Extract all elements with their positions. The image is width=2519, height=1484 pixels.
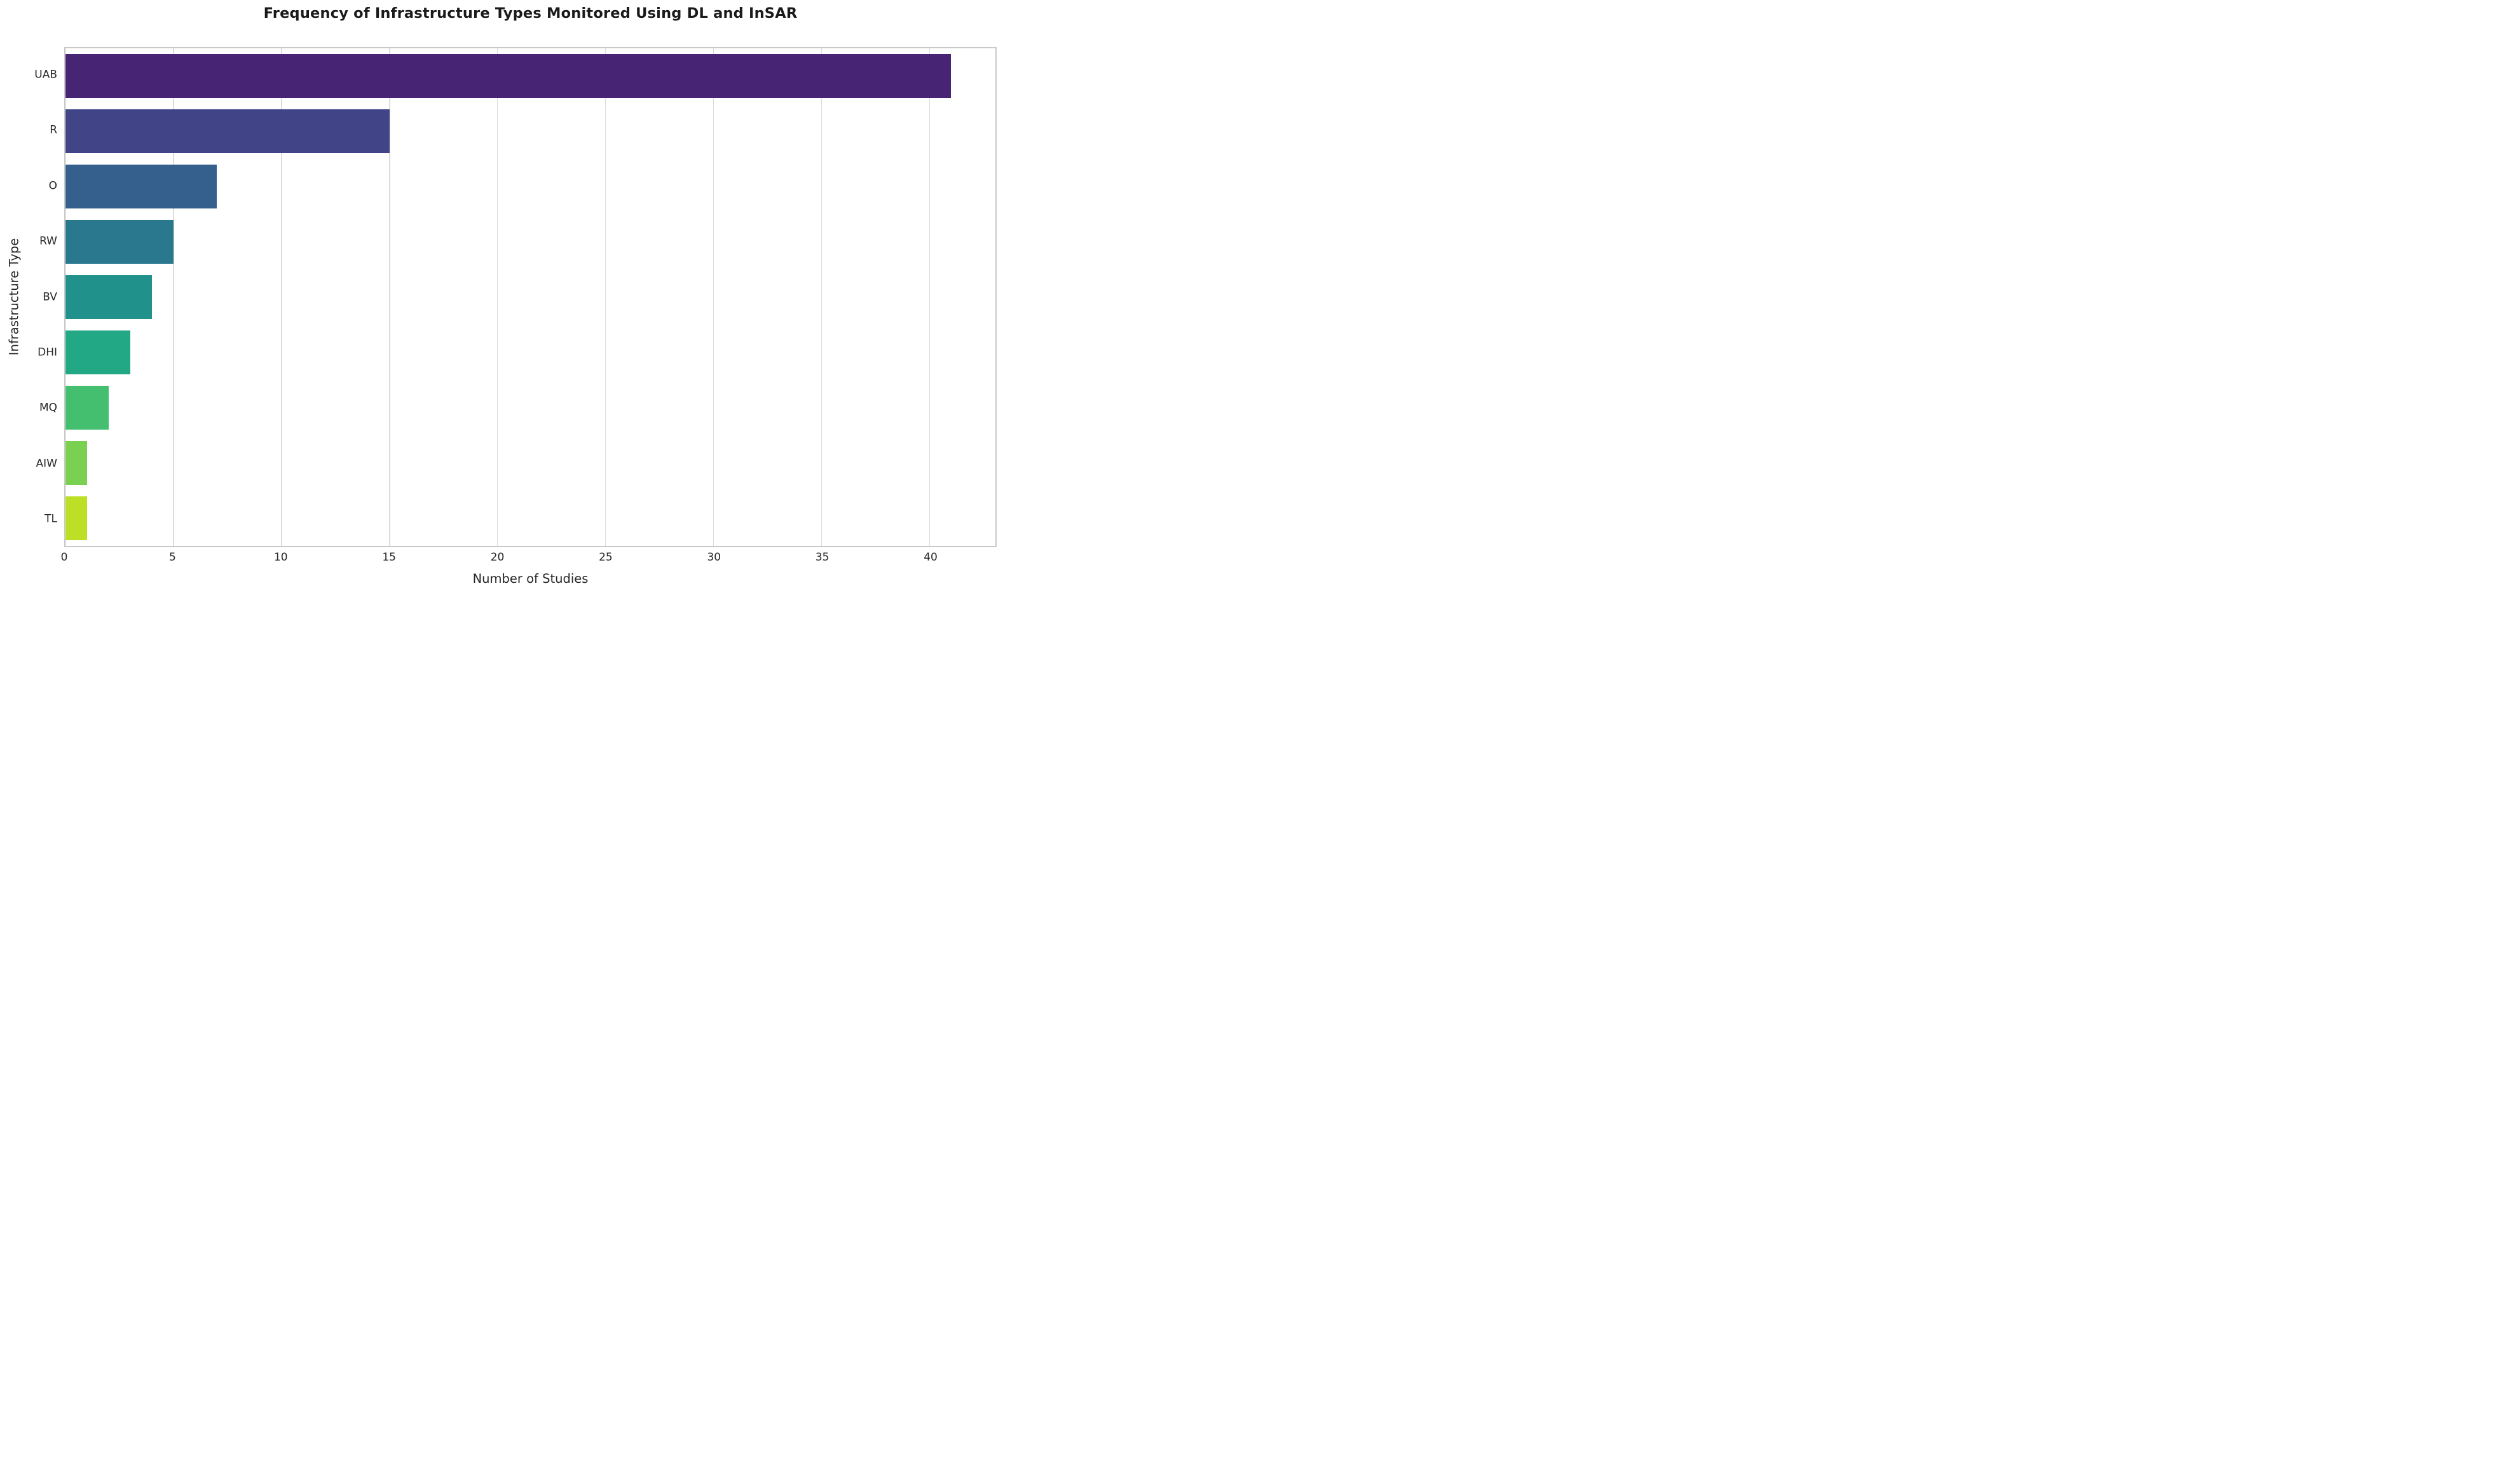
x-tick-label-5: 5 [168, 551, 176, 564]
y-axis-tick-labels: UAB R O RW BV DHI MQ AIW TL [0, 47, 57, 547]
bar-tl [65, 496, 87, 541]
plot-area [64, 47, 997, 547]
x-axis-tick-labels: 0 5 10 15 20 25 30 35 40 [60, 551, 997, 566]
bar-row-dhi [65, 325, 995, 380]
gridline-x-25 [604, 48, 606, 546]
chart-title: Frequency of Infrastructure Types Monito… [263, 5, 798, 22]
bar-bv [65, 275, 152, 320]
bar-row-tl [65, 491, 995, 546]
gridline-x-15 [389, 48, 390, 546]
bar-uab [65, 53, 952, 99]
y-tick-label-r: R [50, 123, 57, 137]
x-tick-label-10: 10 [273, 551, 288, 564]
bar-row-r [65, 104, 995, 159]
gridline-x-35 [821, 48, 823, 546]
x-tick-label-0: 0 [60, 551, 68, 564]
x-tick-label-15: 15 [382, 551, 396, 564]
bar-row-bv [65, 269, 995, 325]
x-tick-label-40: 40 [924, 551, 938, 564]
bar-r [65, 109, 390, 154]
bar-row-o [65, 159, 995, 214]
x-axis-title: Number of Studies [472, 571, 589, 586]
bar-mq [65, 385, 109, 430]
bar-o [65, 164, 217, 209]
x-tick-label-35: 35 [815, 551, 829, 564]
bar-row-mq [65, 380, 995, 435]
bar-dhi [65, 330, 130, 375]
bar-row-aiw [65, 435, 995, 491]
gridline-x-20 [496, 48, 498, 546]
y-tick-label-dhi: DHI [38, 346, 57, 359]
bar-row-uab [65, 48, 995, 104]
x-tick-label-30: 30 [707, 551, 721, 564]
gridline-x-30 [713, 48, 714, 546]
bar-rw [65, 219, 174, 264]
gridline-x-5 [173, 48, 174, 546]
bar-chart-figure: Frequency of Infrastructure Types Monito… [0, 0, 1007, 594]
y-tick-label-bv: BV [43, 290, 57, 303]
y-tick-label-tl: TL [44, 512, 57, 526]
gridline-x-10 [281, 48, 282, 546]
y-tick-label-rw: RW [39, 235, 57, 248]
bar-aiw [65, 440, 87, 486]
y-tick-label-o: O [48, 179, 57, 193]
y-tick-label-uab: UAB [34, 68, 57, 81]
y-tick-label-aiw: AIW [36, 457, 57, 470]
x-tick-label-20: 20 [490, 551, 505, 564]
x-tick-label-25: 25 [599, 551, 613, 564]
gridline-x-40 [929, 48, 931, 546]
y-tick-label-mq: MQ [39, 401, 57, 414]
bar-row-rw [65, 214, 995, 269]
